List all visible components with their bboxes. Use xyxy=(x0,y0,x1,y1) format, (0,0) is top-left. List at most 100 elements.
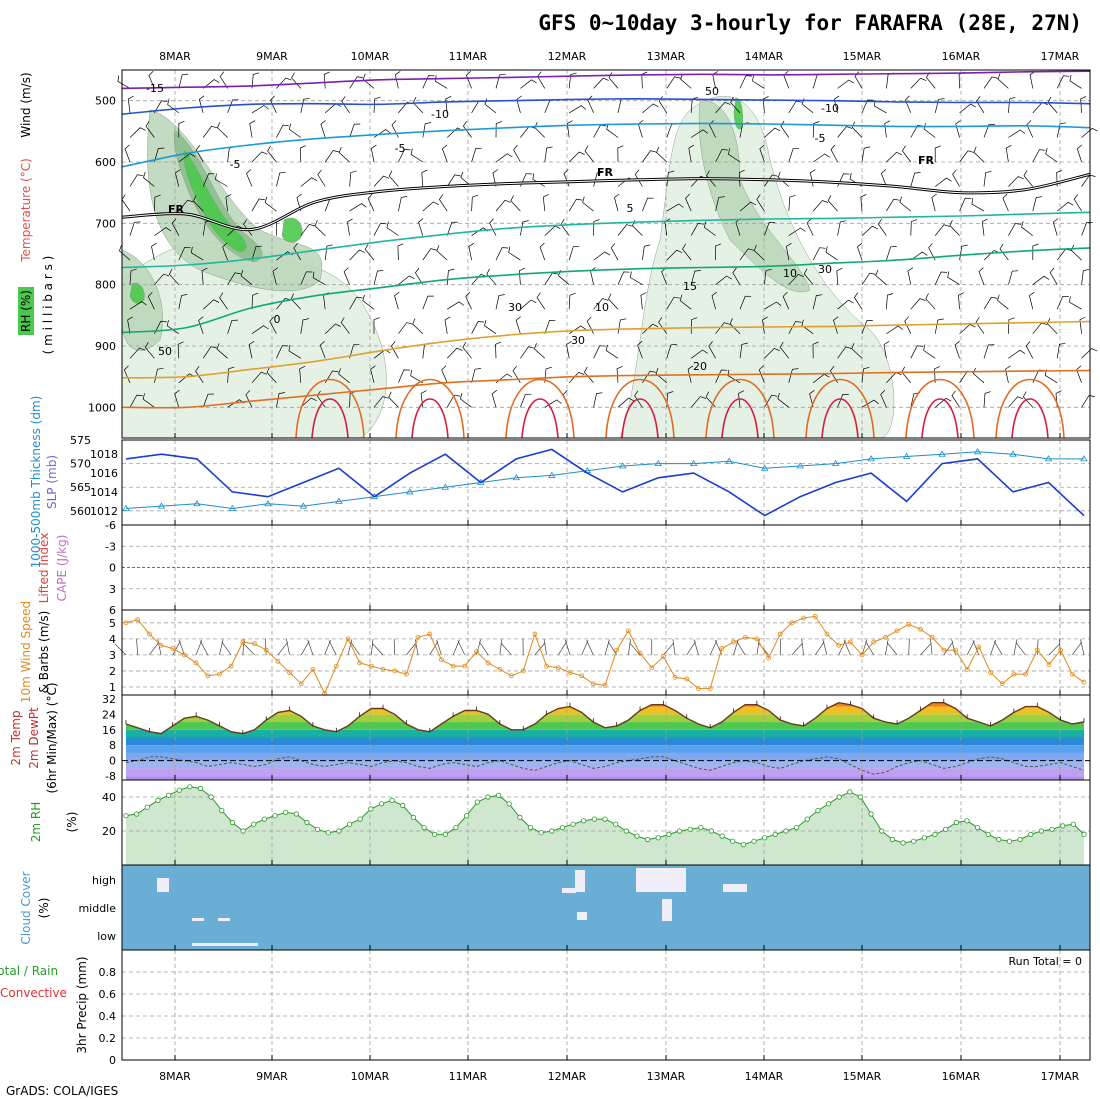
upper-wind-barb xyxy=(586,316,594,334)
wind-speed-point xyxy=(836,642,842,648)
upper-wind-barb xyxy=(447,301,465,310)
wind-speed-point xyxy=(789,620,795,626)
rh2m-point xyxy=(804,816,810,822)
surface-wind-barb xyxy=(843,640,851,656)
upper-wind-barb xyxy=(320,120,326,138)
rh2m-point xyxy=(964,818,970,824)
wind-speed-point xyxy=(509,673,514,679)
cloud-axis-label: Cloud Cover xyxy=(19,871,33,944)
top-day-label: 9MAR xyxy=(256,50,288,63)
upper-wind-barb xyxy=(349,343,360,359)
rh2m-point xyxy=(730,838,736,844)
upper-wind-barb xyxy=(245,390,253,408)
upper-wind-barb xyxy=(788,227,806,236)
wind-speed-point xyxy=(707,686,713,691)
upper-wind-barb xyxy=(438,194,448,212)
rh2m-point xyxy=(783,828,789,834)
upper-wind-barb xyxy=(198,316,204,334)
upper-wind-barb xyxy=(655,367,668,384)
surface-wind-barb xyxy=(672,639,676,655)
upper-wind-barb xyxy=(568,245,580,261)
freezing-level-line xyxy=(121,172,1091,232)
rh2m-point xyxy=(953,819,959,826)
upper-wind-barb xyxy=(687,365,694,383)
cloud-cell xyxy=(218,918,230,921)
upper-wind-barb xyxy=(1047,96,1058,114)
upper-wind-barb xyxy=(593,392,603,408)
upper-wind-barb xyxy=(813,153,830,163)
upper-wind-barb xyxy=(886,325,904,334)
upper-wind-barb xyxy=(227,99,239,114)
temp-color-band xyxy=(126,760,1084,769)
upper-wind-barb xyxy=(495,153,513,163)
thickness-point xyxy=(228,504,237,511)
upper-wind-barb xyxy=(837,394,849,408)
wind-speed-point xyxy=(497,666,503,672)
thickness-point xyxy=(725,457,733,464)
upper-wind-barb xyxy=(266,366,277,384)
upper-wind-barb xyxy=(837,220,847,236)
temperature-contour xyxy=(121,247,1091,334)
upper-wind-barb xyxy=(1081,222,1093,236)
surface-wind-barb xyxy=(1048,643,1061,656)
top-day-label: 16MAR xyxy=(942,50,981,63)
temperature-contour xyxy=(121,320,1091,379)
surface-wind-barb xyxy=(628,639,631,655)
rh2m-point xyxy=(996,836,1002,843)
upper-wind-barb xyxy=(732,267,741,285)
wind-speed-point xyxy=(742,634,748,640)
bottom-day-label: 9MAR xyxy=(256,1070,288,1083)
thickness-point xyxy=(796,462,804,469)
upper-wind-barb xyxy=(398,275,415,285)
rh2m-point xyxy=(911,838,917,844)
thickness-point xyxy=(441,483,450,490)
lifted-tick-label: -3 xyxy=(105,540,116,553)
upper-wind-barb xyxy=(1079,316,1086,334)
upper-wind-barb xyxy=(1029,291,1035,310)
upper-wind-barb xyxy=(446,174,461,187)
temp-color-band xyxy=(126,752,1084,761)
upper-wind-barb xyxy=(715,369,728,383)
thickness-point xyxy=(1080,455,1088,462)
warm-contour-lobe xyxy=(805,378,875,439)
surface-wind-barb xyxy=(221,641,232,656)
upper-wind-barb xyxy=(1008,176,1024,187)
bottom-day-label: 15MAR xyxy=(843,1070,882,1083)
wind-speed-point xyxy=(649,665,655,671)
upper-wind-barb xyxy=(338,146,350,163)
temp-color-band xyxy=(126,737,1084,746)
upper-wind-barb xyxy=(121,194,131,212)
upper-wind-barb xyxy=(251,371,267,384)
wind-speed-point xyxy=(602,682,608,688)
upper-wind-barb xyxy=(422,122,432,138)
upper-wind-barb xyxy=(616,365,623,383)
cloud-ylabel: Cloud Cover (%) xyxy=(19,871,51,944)
upper-wind-barb xyxy=(533,343,546,359)
rh2m-point xyxy=(474,799,480,805)
upper-wind-barb xyxy=(520,393,532,408)
surface-wind-barb xyxy=(686,641,696,656)
upper-wind-barb xyxy=(762,316,768,334)
rh2m-point xyxy=(623,828,629,834)
upper-wind-barb xyxy=(460,171,472,187)
upper-wind-barb xyxy=(833,316,839,334)
rh-contour-label: 30 xyxy=(818,263,832,276)
upper-wind-barb xyxy=(934,145,941,162)
thickness-point xyxy=(654,459,662,467)
upper-wind-barb xyxy=(249,120,256,138)
upper-wind-barb xyxy=(883,341,890,359)
thickness-point xyxy=(973,448,982,455)
upper-wind-barb xyxy=(471,147,482,163)
upper-wind-barb xyxy=(910,219,918,236)
upper-wind-barb xyxy=(124,144,131,163)
upper-wind-barb xyxy=(1005,365,1011,383)
wind-speed-point xyxy=(368,663,374,669)
upper-wind-barb xyxy=(584,145,594,163)
upper-wind-barb xyxy=(296,193,302,212)
wind-speed-point xyxy=(590,681,596,687)
upper-wind-barb xyxy=(983,344,995,359)
upper-wind-barb xyxy=(728,148,741,163)
upper-wind-barb xyxy=(851,342,863,359)
rh2m-point xyxy=(378,801,385,807)
surface-wind-barb xyxy=(1080,639,1085,655)
